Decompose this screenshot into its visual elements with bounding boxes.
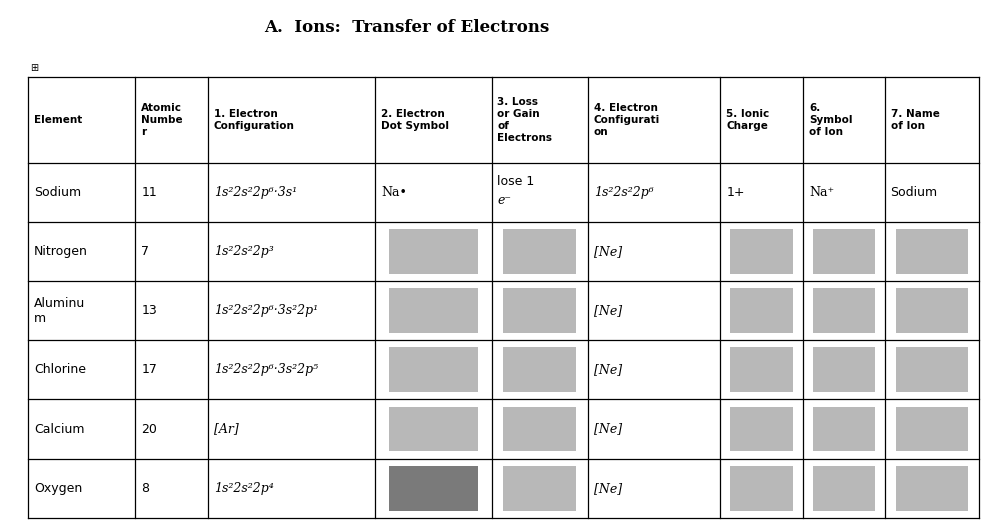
Text: 4. Electron
Configurati
on: 4. Electron Configurati on xyxy=(594,103,660,137)
Bar xyxy=(503,466,577,511)
Text: 6.
Symbol
of Ion: 6. Symbol of Ion xyxy=(809,103,852,137)
Text: ⊞: ⊞ xyxy=(30,63,38,73)
Text: Atomic
Numbe
r: Atomic Numbe r xyxy=(141,103,183,137)
Text: 1s²2s²2p⁶·3s²2p¹: 1s²2s²2p⁶·3s²2p¹ xyxy=(213,304,318,317)
Text: 8: 8 xyxy=(141,482,149,495)
Text: [Ne]: [Ne] xyxy=(594,423,623,435)
Text: [Ne]: [Ne] xyxy=(594,363,623,376)
Bar xyxy=(812,347,875,392)
Bar xyxy=(389,288,478,333)
Bar xyxy=(503,229,577,274)
Text: [Ne]: [Ne] xyxy=(594,245,623,258)
Text: Nitrogen: Nitrogen xyxy=(34,245,87,258)
Text: 1s²2s²2p³: 1s²2s²2p³ xyxy=(213,245,274,258)
Text: Calcium: Calcium xyxy=(34,423,84,435)
Text: Sodium: Sodium xyxy=(891,186,937,199)
Bar xyxy=(896,288,968,333)
Bar xyxy=(730,466,793,511)
Text: 20: 20 xyxy=(141,423,157,435)
Bar xyxy=(812,288,875,333)
Text: 1+: 1+ xyxy=(726,186,745,199)
Text: Sodium: Sodium xyxy=(34,186,80,199)
Bar xyxy=(896,347,968,392)
Bar xyxy=(389,229,478,274)
Text: [Ar]: [Ar] xyxy=(213,423,238,435)
Text: 7. Name
of Ion: 7. Name of Ion xyxy=(891,109,939,131)
Text: 2. Electron
Dot Symbol: 2. Electron Dot Symbol xyxy=(381,109,449,131)
Bar xyxy=(812,407,875,451)
Text: 1s²2s²2p⁴: 1s²2s²2p⁴ xyxy=(213,482,274,495)
Text: 5. Ionic
Charge: 5. Ionic Charge xyxy=(726,109,770,131)
Bar xyxy=(730,288,793,333)
Bar xyxy=(389,466,478,511)
Text: 1s²2s²2p⁶·3s²2p⁵: 1s²2s²2p⁶·3s²2p⁵ xyxy=(213,363,318,376)
Bar xyxy=(503,347,577,392)
Text: lose 1: lose 1 xyxy=(497,175,534,189)
Bar xyxy=(730,347,793,392)
Text: 13: 13 xyxy=(141,304,157,317)
Bar xyxy=(896,229,968,274)
Text: 7: 7 xyxy=(141,245,149,258)
Text: e⁻: e⁻ xyxy=(497,194,511,207)
Text: Element: Element xyxy=(34,115,82,125)
Bar xyxy=(503,288,577,333)
Text: 3. Loss
or Gain
of
Electrons: 3. Loss or Gain of Electrons xyxy=(497,97,552,143)
Text: 1s²2s²2p⁶: 1s²2s²2p⁶ xyxy=(594,186,653,199)
Bar xyxy=(389,347,478,392)
Text: 1s²2s²2p⁶·3s¹: 1s²2s²2p⁶·3s¹ xyxy=(213,186,297,199)
Text: 1. Electron
Configuration: 1. Electron Configuration xyxy=(213,109,295,131)
Text: A.  Ions:  Transfer of Electrons: A. Ions: Transfer of Electrons xyxy=(264,19,550,36)
Bar xyxy=(730,229,793,274)
Bar xyxy=(503,407,577,451)
Bar xyxy=(812,466,875,511)
Bar xyxy=(896,407,968,451)
Text: Na•: Na• xyxy=(381,186,407,199)
Text: Aluminu
m: Aluminu m xyxy=(34,297,85,325)
Text: [Ne]: [Ne] xyxy=(594,304,623,317)
Text: Oxygen: Oxygen xyxy=(34,482,82,495)
Bar xyxy=(812,229,875,274)
Text: 11: 11 xyxy=(141,186,157,199)
Text: [Ne]: [Ne] xyxy=(594,482,623,495)
Bar xyxy=(896,466,968,511)
Text: 17: 17 xyxy=(141,363,157,376)
Bar xyxy=(389,407,478,451)
Bar xyxy=(730,407,793,451)
Text: Na⁺: Na⁺ xyxy=(809,186,834,199)
Text: Chlorine: Chlorine xyxy=(34,363,85,376)
